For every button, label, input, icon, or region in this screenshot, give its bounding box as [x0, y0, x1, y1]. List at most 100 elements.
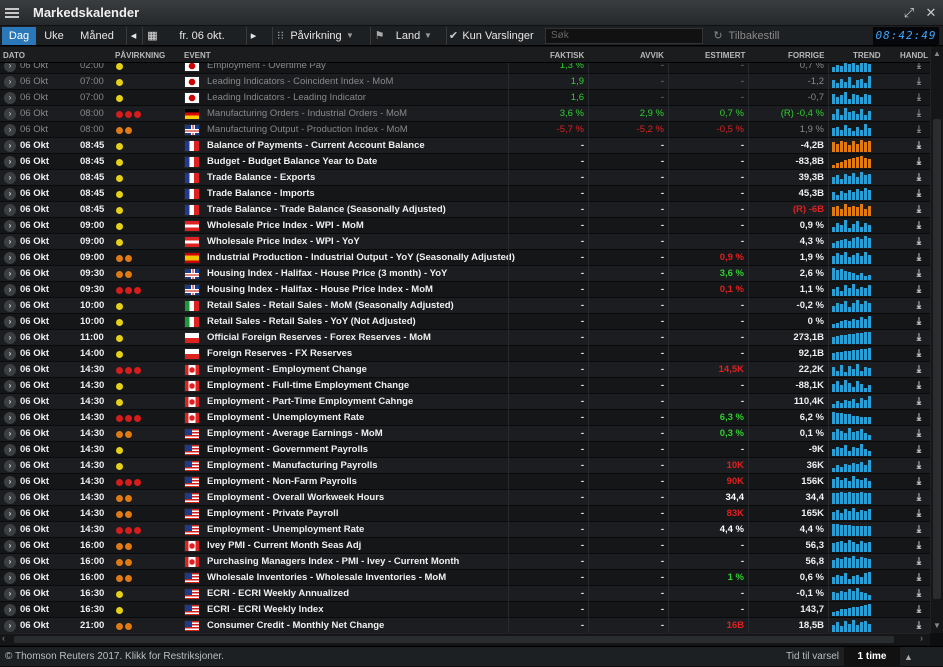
prev-date-button[interactable]: ◂	[126, 27, 140, 45]
table-row[interactable]: › 06 Okt 14:30 Employment - Full-time Emplo…	[0, 378, 930, 394]
download-icon[interactable]: ⤓	[916, 604, 922, 615]
expand-row-icon[interactable]: ›	[4, 412, 16, 424]
expand-row-icon[interactable]: ›	[4, 524, 16, 536]
expand-row-icon[interactable]: ›	[4, 268, 16, 280]
scroll-up-icon[interactable]: ▲	[933, 49, 941, 58]
expand-row-icon[interactable]: ›	[4, 284, 16, 296]
download-icon[interactable]: ⤓	[916, 364, 922, 375]
download-icon[interactable]: ⤓	[916, 156, 922, 167]
download-icon[interactable]: ⤓	[916, 108, 922, 119]
event-name[interactable]: Wholesale Inventories - Wholesale Invent…	[207, 572, 447, 583]
col-action[interactable]: HANDL	[900, 51, 928, 60]
table-row[interactable]: › 06 Okt 14:30 Employment - Overall Workwee…	[0, 490, 930, 506]
table-row[interactable]: › 06 Okt 02:00 Employment - Overtime Pay 1,3…	[0, 63, 930, 74]
table-row[interactable]: › 06 Okt 08:45 Trade Balance - Trade Balanc…	[0, 202, 930, 218]
event-name[interactable]: Employment - Overtime Pay	[207, 63, 326, 71]
download-icon[interactable]: ⤓	[916, 204, 922, 215]
expand-row-icon[interactable]: ›	[4, 396, 16, 408]
country-filter-dropdown[interactable]: Land	[395, 30, 421, 42]
date-picker[interactable]: fr. 06 okt.	[179, 30, 225, 42]
scroll-down-icon[interactable]: ▼	[933, 621, 941, 630]
scroll-left-icon[interactable]: ‹	[2, 633, 5, 643]
table-row[interactable]: › 06 Okt 14:30 Employment - Average Earning…	[0, 426, 930, 442]
download-icon[interactable]: ⤓	[916, 588, 922, 599]
expand-row-icon[interactable]: ›	[4, 540, 16, 552]
close-icon[interactable]: ✕	[925, 5, 937, 20]
scroll-right-icon[interactable]: ›	[920, 633, 923, 643]
event-name[interactable]: Trade Balance - Trade Balance (Seasonall…	[207, 204, 446, 215]
download-icon[interactable]: ⤓	[916, 476, 922, 487]
table-row[interactable]: › 06 Okt 14:30 Employment - Manufacturing P…	[0, 458, 930, 474]
download-icon[interactable]: ⤓	[916, 188, 922, 199]
table-row[interactable]: › 06 Okt 14:30 Employment - Employment Chan…	[0, 362, 930, 378]
event-name[interactable]: Wholesale Price Index - WPI - MoM	[207, 220, 364, 231]
expand-row-icon[interactable]: ›	[4, 300, 16, 312]
expand-row-icon[interactable]: ›	[4, 620, 16, 632]
download-icon[interactable]: ⤓	[916, 220, 922, 231]
expand-row-icon[interactable]: ›	[4, 428, 16, 440]
table-row[interactable]: › 06 Okt 08:45 Trade Balance - Imports - - - 45…	[0, 186, 930, 202]
calendar-icon[interactable]: ▦	[142, 27, 162, 45]
table-row[interactable]: › 06 Okt 07:00 Leading Indicators - Coincid…	[0, 74, 930, 90]
download-icon[interactable]: ⤓	[916, 572, 922, 583]
expand-row-icon[interactable]: ›	[4, 108, 16, 120]
table-row[interactable]: › 06 Okt 09:30 Housing Index - Halifax - Ho…	[0, 266, 930, 282]
download-icon[interactable]: ⤓	[916, 524, 922, 535]
event-name[interactable]: Consumer Credit - Monthly Net Change	[207, 620, 385, 631]
expand-row-icon[interactable]: ›	[4, 252, 16, 264]
expand-row-icon[interactable]: ›	[4, 604, 16, 616]
event-name[interactable]: Purchasing Managers Index - PMI - Ivey -…	[207, 556, 460, 567]
table-row[interactable]: › 06 Okt 21:00 Consumer Credit - Monthly Ne…	[0, 618, 930, 633]
download-icon[interactable]: ⤓	[916, 492, 922, 503]
event-name[interactable]: Trade Balance - Exports	[207, 172, 316, 183]
expand-row-icon[interactable]: ›	[4, 172, 16, 184]
download-icon[interactable]: ⤓	[916, 556, 922, 567]
expand-row-icon[interactable]: ›	[4, 76, 16, 88]
download-icon[interactable]: ⤓	[916, 140, 922, 151]
table-row[interactable]: › 06 Okt 14:30 Employment - Part-Time Emplo…	[0, 394, 930, 410]
download-icon[interactable]: ⤓	[916, 268, 922, 279]
expand-row-icon[interactable]: ›	[4, 572, 16, 584]
table-row[interactable]: › 06 Okt 08:45 Balance of Payments - Curren…	[0, 138, 930, 154]
expand-row-icon[interactable]: ›	[4, 63, 16, 72]
download-icon[interactable]: ⤓	[916, 316, 922, 327]
col-previous[interactable]: FORRIGE	[788, 51, 825, 60]
tab-day[interactable]: Dag	[2, 27, 36, 45]
table-row[interactable]: › 06 Okt 14:00 Foreign Reserves - FX Reserv…	[0, 346, 930, 362]
expand-row-icon[interactable]: ›	[4, 236, 16, 248]
event-name[interactable]: ECRI - ECRI Weekly Annualized	[207, 588, 349, 599]
expand-row-icon[interactable]: ›	[4, 140, 16, 152]
expand-row-icon[interactable]: ›	[4, 332, 16, 344]
table-row[interactable]: › 06 Okt 09:00 Wholesale Price Index - WPI …	[0, 234, 930, 250]
table-row[interactable]: › 06 Okt 16:30 ECRI - ECRI Weekly Index - - - 1…	[0, 602, 930, 618]
expand-row-icon[interactable]: ›	[4, 476, 16, 488]
col-estimate[interactable]: ESTIMERT	[705, 51, 746, 60]
expand-row-icon[interactable]: ›	[4, 588, 16, 600]
table-row[interactable]: › 06 Okt 09:00 Industrial Production - Indu…	[0, 250, 930, 266]
col-impact[interactable]: PÅVIRKNING	[115, 51, 166, 60]
event-name[interactable]: Employment - Private Payroll	[207, 508, 339, 519]
table-row[interactable]: › 06 Okt 08:45 Trade Balance - Exports - - - 39…	[0, 170, 930, 186]
expand-row-icon[interactable]: ›	[4, 220, 16, 232]
next-date-button[interactable]: ▸	[246, 27, 260, 45]
download-icon[interactable]: ⤓	[916, 236, 922, 247]
download-icon[interactable]: ⤓	[916, 540, 922, 551]
expand-row-icon[interactable]: ›	[4, 460, 16, 472]
event-name[interactable]: Leading Indicators - Coincident Index - …	[207, 76, 394, 87]
table-row[interactable]: › 06 Okt 08:00 Manufacturing Output - Produ…	[0, 122, 930, 138]
col-trend[interactable]: TREND	[853, 51, 881, 60]
col-deviation[interactable]: AVVIK	[640, 51, 664, 60]
event-name[interactable]: Employment - Part-Time Employment Cahnge	[207, 396, 414, 407]
event-name[interactable]: Housing Index - Halifax - House Price In…	[207, 284, 433, 295]
expand-row-icon[interactable]: ›	[4, 124, 16, 136]
event-name[interactable]: Trade Balance - Imports	[207, 188, 315, 199]
event-name[interactable]: Employment - Overall Workweek Hours	[207, 492, 385, 503]
download-icon[interactable]: ⤓	[916, 348, 922, 359]
expand-row-icon[interactable]: ›	[4, 508, 16, 520]
scroll-thumb[interactable]	[933, 119, 941, 599]
col-actual[interactable]: FAKTISK	[550, 51, 585, 60]
download-icon[interactable]: ⤓	[916, 508, 922, 519]
download-icon[interactable]: ⤓	[916, 252, 922, 263]
download-icon[interactable]: ⤓	[916, 300, 922, 311]
event-name[interactable]: Wholesale Price Index - WPI - YoY	[207, 236, 360, 247]
